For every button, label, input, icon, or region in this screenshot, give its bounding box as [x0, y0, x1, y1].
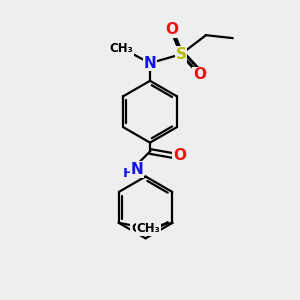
Text: O: O — [166, 22, 178, 37]
Text: S: S — [176, 47, 186, 62]
Text: CH₃: CH₃ — [131, 222, 155, 235]
Text: CH₃: CH₃ — [110, 42, 133, 55]
Text: N: N — [144, 56, 156, 70]
Text: H: H — [122, 167, 134, 180]
Text: O: O — [173, 148, 186, 164]
Text: O: O — [193, 68, 206, 82]
Text: N: N — [130, 162, 143, 177]
Text: CH₃: CH₃ — [136, 222, 160, 235]
